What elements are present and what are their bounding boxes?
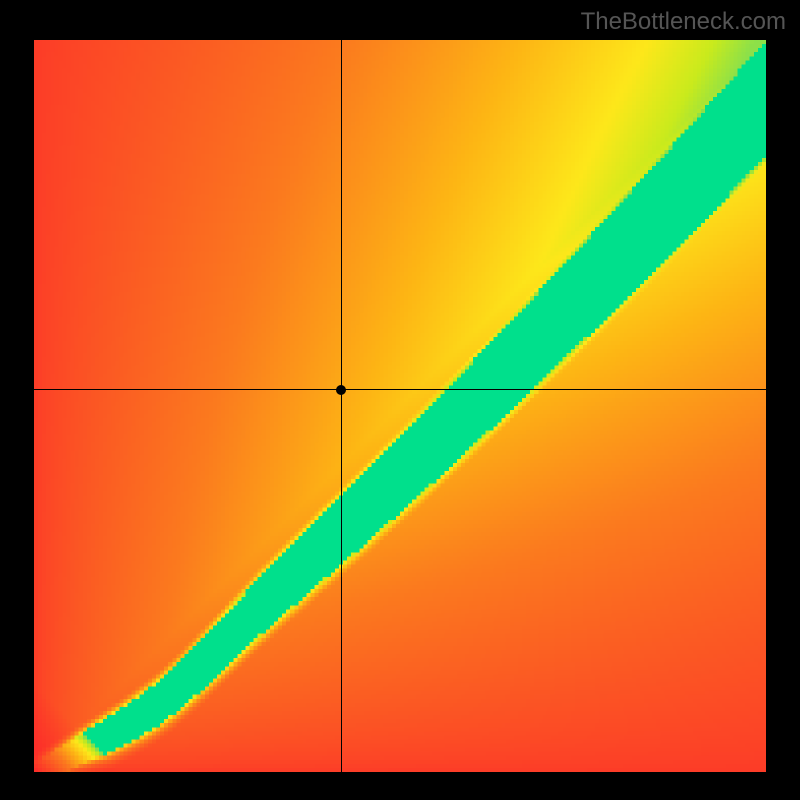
bottleneck-heatmap [34, 40, 766, 772]
crosshair-vertical [341, 40, 342, 772]
watermark-text: TheBottleneck.com [581, 8, 786, 36]
crosshair-horizontal [34, 389, 766, 390]
chart-container: { "watermark": { "text": "TheBottleneck.… [0, 0, 800, 800]
